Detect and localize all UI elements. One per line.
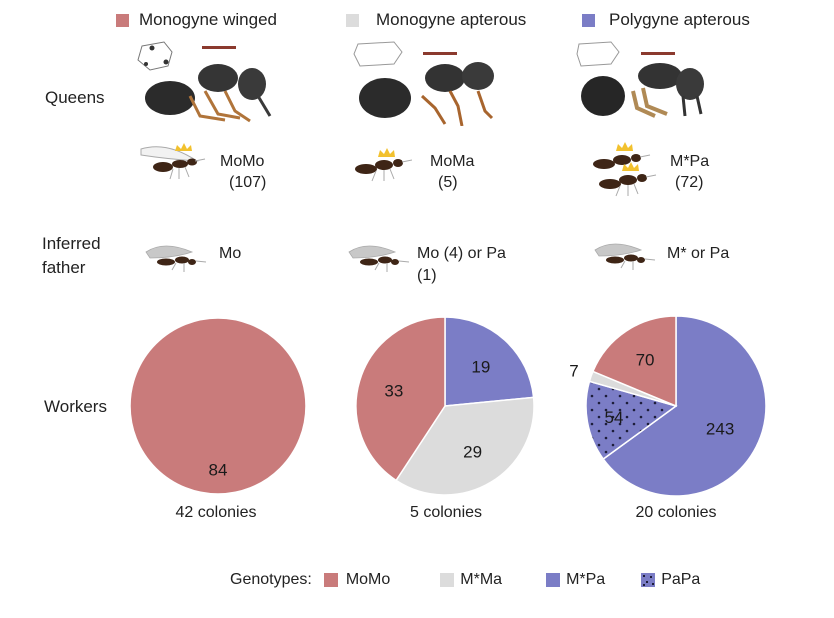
father-count-col2: (1) <box>417 267 437 284</box>
genotype-legend-title: Genotypes: <box>230 571 312 588</box>
queen-photo-monogyne-apterous <box>353 41 494 126</box>
queen-genotype-moma: MoMa <box>430 153 475 170</box>
head-diagram-icon <box>576 41 620 67</box>
pie-value-label: 70 <box>636 351 655 370</box>
queen-genotype-momo: MoMo <box>220 153 265 170</box>
ant-queen-icon <box>359 62 494 126</box>
legend-label-momo: MoMo <box>345 571 391 588</box>
pie-slice-mstarpa <box>444 316 535 407</box>
father-genotype-col3: M* or Pa <box>667 245 730 262</box>
winged-male-icon <box>594 243 656 270</box>
legend-item-polygyne-apterous: Polygyne apterous <box>582 10 750 30</box>
legend-swatch-mpa <box>546 573 561 587</box>
queen-count-mpa: (72) <box>675 174 704 191</box>
pie-slice-mstarpa <box>602 315 767 497</box>
pie-value-label: 33 <box>384 382 403 401</box>
legend-item-monogyne-winged: Monogyne winged <box>116 10 277 30</box>
pie-slice-momo <box>591 315 677 408</box>
pie-value-label: 29 <box>463 443 482 462</box>
queen-photo-monogyne-winged <box>137 41 272 123</box>
legend-label-mma: M*Ma <box>460 571 503 588</box>
row-label-father-line1: Inferred <box>42 234 101 253</box>
pie-value-label: 54 <box>605 408 624 427</box>
pie-slice-mstarma <box>395 396 535 496</box>
legend-swatch-mma <box>440 573 455 587</box>
polygyne-queens-cartoon-icon <box>593 142 657 197</box>
legend-swatch-momo <box>323 573 338 587</box>
pie-caption-col3: 20 colonies <box>635 504 717 521</box>
ant-queen-icon <box>145 64 272 123</box>
legend-label: Monogyne apterous <box>376 10 527 29</box>
scale-bar <box>641 52 675 55</box>
pie-caption-col2: 5 colonies <box>409 504 483 521</box>
winged-queen-cartoon-icon <box>140 143 206 180</box>
father-genotype-col1: Mo <box>219 245 242 262</box>
queen-count-moma: (5) <box>438 174 458 191</box>
queen-photo-polygyne-apterous <box>576 41 704 118</box>
legend-swatch-papa <box>641 573 656 587</box>
pie-slice-papa <box>585 380 678 461</box>
row-label-father-line2: father <box>42 258 86 277</box>
row-label-queens: Queens <box>45 88 105 107</box>
legend-label: Polygyne apterous <box>609 10 750 29</box>
legend-swatch <box>346 13 359 27</box>
pie-value-label: 19 <box>471 357 490 376</box>
pie-caption-col1: 42 colonies <box>175 504 257 521</box>
scale-bar <box>423 52 457 55</box>
pie-slice-momo <box>355 316 446 482</box>
ant-queen-icon <box>581 63 704 118</box>
pie-slice-momo <box>129 317 307 495</box>
row-label-workers: Workers <box>44 397 107 416</box>
legend-swatch <box>582 13 595 27</box>
queen-type-legend: Monogyne winged Monogyne apterous Polygy… <box>0 10 834 34</box>
queen-count-momo: (107) <box>229 174 267 191</box>
scale-bar <box>202 46 236 49</box>
legend-swatch <box>116 13 129 27</box>
pie-value-label: 84 <box>209 460 228 479</box>
legend-label-papa: PaPa <box>661 571 701 588</box>
father-genotype-col2: Mo (4) or Pa <box>417 245 506 262</box>
winged-male-icon <box>348 245 410 272</box>
legend-label-mpa: M*Pa <box>566 571 606 588</box>
queen-genotype-mpa: M*Pa <box>670 153 710 170</box>
genotype-legend: Genotypes: MoMo M*Ma M*Pa PaPa <box>230 568 700 592</box>
pie-value-label: 7 <box>569 361 578 380</box>
legend-item-monogyne-apterous: Monogyne apterous <box>346 10 526 30</box>
head-diagram-icon <box>137 41 173 71</box>
head-diagram-icon <box>353 41 403 67</box>
pie-value-label: 243 <box>706 419 734 438</box>
apterous-queen-cartoon-icon <box>355 148 412 182</box>
winged-male-icon <box>145 245 207 272</box>
legend-label: Monogyne winged <box>139 10 277 29</box>
